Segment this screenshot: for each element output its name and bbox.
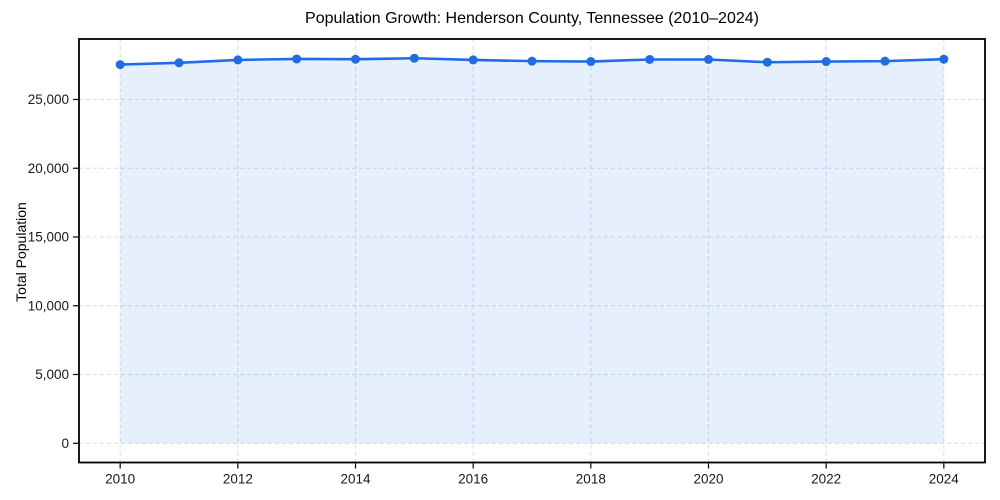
y-tick-label: 0 <box>61 436 69 451</box>
data-point-marker <box>586 57 596 67</box>
data-point-marker <box>880 56 890 66</box>
y-tick-label: 25,000 <box>28 92 69 107</box>
plot-border <box>78 38 986 464</box>
y-tick-label: 5,000 <box>35 367 69 382</box>
area-fill <box>120 58 944 444</box>
y-tick-label: 10,000 <box>28 298 69 313</box>
data-point-marker <box>233 55 243 65</box>
x-tick-label: 2016 <box>458 472 488 487</box>
x-tick-label: 2010 <box>105 472 135 487</box>
data-point-marker <box>703 54 713 64</box>
y-tick-label: 20,000 <box>28 161 69 176</box>
data-point-marker <box>174 58 184 68</box>
data-point-marker <box>762 57 772 67</box>
data-point-marker <box>115 60 125 70</box>
data-point-marker <box>351 54 361 64</box>
x-tick-label: 2014 <box>340 472 371 487</box>
data-point-marker <box>939 54 949 64</box>
data-point-marker <box>645 54 655 64</box>
chart-title: Population Growth: Henderson County, Ten… <box>305 10 759 27</box>
data-point-marker <box>821 57 831 67</box>
data-point-marker <box>409 53 419 63</box>
x-tick-label: 2024 <box>929 472 960 487</box>
x-tick-label: 2012 <box>223 472 253 487</box>
x-tick-label: 2020 <box>693 472 723 487</box>
data-point-marker <box>292 54 302 64</box>
data-point-marker <box>527 56 537 66</box>
x-tick-label: 2022 <box>811 472 841 487</box>
data-point-marker <box>468 55 478 65</box>
y-tick-label: 15,000 <box>28 230 69 245</box>
x-tick-label: 2018 <box>576 472 606 487</box>
